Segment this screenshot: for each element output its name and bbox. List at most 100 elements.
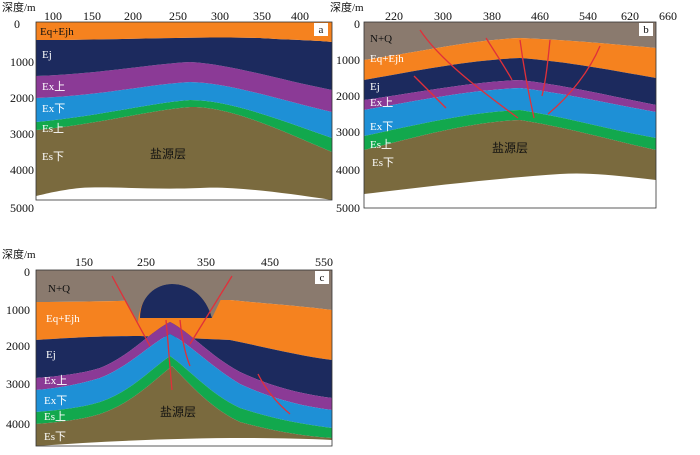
panel-a-xtick: 400 (291, 9, 309, 23)
panel-a-salt-layer (36, 106, 332, 200)
panel-b-xtick: 300 (434, 9, 452, 23)
panel-c-es-layer (36, 356, 332, 438)
panel-c-dome (140, 284, 212, 318)
panel-c-exx-layer (36, 334, 332, 428)
panel-c-dome-nq (112, 276, 232, 322)
panel-b-ytick: 4000 (336, 163, 360, 177)
panel-c-layer-label: Ex下 (44, 395, 67, 407)
panel-c-ytick: 2000 (6, 339, 30, 353)
panel-a-xtick: 250 (169, 9, 187, 23)
panel-a: 深度/m 100 150 200 250 300 350 400 0 1000 … (2, 0, 333, 215)
panel-b-xtick: 380 (483, 9, 501, 23)
panel-a-salt-label: 盐源层 (150, 147, 186, 161)
panel-b-exs-layer (364, 80, 656, 112)
panel-c-layer-label: Ej (46, 349, 56, 361)
panel-a-tag (314, 23, 328, 36)
panel-a-xtick: 200 (124, 9, 142, 23)
panel-b-layer-label: Ej (370, 81, 380, 93)
panel-a-layer-label: Ex上 (42, 80, 65, 93)
panel-c-layer-label: Ex上 (44, 374, 67, 387)
panel-b-layer-label: Eq+Ejh (370, 53, 404, 65)
panel-a-depth-label: 深度/m (2, 0, 36, 14)
panel-b-salt-label: 盐源层 (492, 141, 528, 155)
panel-c-y-ticks: 0 1000 2000 3000 4000 (6, 265, 30, 431)
panel-b-fault (541, 39, 551, 97)
panel-b-xtick: 540 (579, 9, 597, 23)
panel-c-xtick: 350 (197, 255, 215, 269)
panel-a-xtick: 350 (253, 9, 271, 23)
panel-b-fault (485, 37, 513, 81)
panel-a-ex-lower-layer (36, 82, 332, 138)
panel-b-layer-label: N+Q (370, 33, 392, 45)
panel-b-xtick: 620 (621, 9, 639, 23)
panel-a-ej-layer (36, 37, 332, 90)
panel-b-salt-layer (364, 120, 656, 194)
panel-a-ytick: 2000 (10, 91, 34, 105)
panel-c-x-ticks: 150 250 350 450 550 (75, 255, 333, 269)
panel-a-xtick: 100 (44, 9, 62, 23)
panel-b-es-layer (364, 110, 656, 150)
panel-b-layer-label: Ex下 (370, 121, 393, 133)
panel-c-layer-label: Eq+Ejh (46, 313, 80, 325)
panel-c-xtick: 150 (75, 255, 93, 269)
panel-b-xtick: 220 (385, 9, 403, 23)
panel-c-fault (165, 319, 173, 391)
panel-c-fault (111, 275, 151, 347)
panel-a-ex-upper-layer (36, 62, 332, 112)
panel-a-layer-label: Es上 (42, 122, 64, 135)
panel-c-xtick: 550 (315, 255, 333, 269)
panel-c-ej-layer (36, 322, 332, 398)
panel-c-depth-label: 深度/m (2, 247, 36, 261)
panel-c-fault (189, 275, 233, 345)
panel-a-ytick: 0 (14, 17, 20, 31)
panel-a-layer-label: Eq+Ejh (40, 26, 74, 38)
panel-c-salt-label: 盐源层 (160, 405, 196, 419)
panel-b-xtick: 660 (659, 9, 677, 23)
panel-b-exx-layer (364, 88, 656, 138)
panel-b-eq-layer (364, 38, 656, 80)
panel-c-salt-layer (36, 366, 332, 446)
panel-a-y-ticks: 0 1000 2000 3000 4000 5000 (10, 17, 34, 215)
panel-a-es-upper-layer (36, 100, 332, 152)
panel-c-layer-label: Es下 (44, 431, 66, 443)
panel-b-y-ticks: 0 1000 2000 3000 4000 5000 (336, 17, 360, 215)
panel-c-faults (111, 275, 291, 415)
panel-b-x-ticks: 220 300 380 460 540 620 660 (385, 9, 677, 23)
panel-c-frame (35, 269, 333, 447)
panel-a-ytick: 5000 (10, 201, 34, 215)
panel-a-ytick: 1000 (10, 55, 34, 69)
panel-a-layer-label: Ej (42, 49, 52, 61)
panel-b-frame (363, 21, 657, 209)
panel-c-ytick: 4000 (6, 417, 30, 431)
panel-c-ytick: 1000 (6, 303, 30, 317)
panel-b-tag (639, 23, 653, 36)
panel-b-xtick: 460 (531, 9, 549, 23)
panel-b-ytick: 5000 (336, 201, 360, 215)
panel-b-ytick: 1000 (336, 53, 360, 67)
panel-a-tag-label: a (319, 24, 324, 36)
panel-c-fault (179, 319, 191, 367)
panel-b-tag-label: b (643, 24, 649, 36)
panel-a-layer-label: Ex下 (42, 103, 65, 115)
panel-a-ytick: 3000 (10, 127, 34, 141)
panel-b: 深度/m 220 300 380 460 540 620 660 0 1000 … (330, 0, 677, 215)
panel-a-eq-layer (36, 22, 332, 42)
panel-b-fault (413, 75, 447, 109)
panel-a-ytick: 4000 (10, 163, 34, 177)
panel-b-ej-layer (364, 58, 656, 105)
panel-a-layer-label: Es下 (42, 151, 64, 163)
panel-a-xtick: 300 (211, 9, 229, 23)
panel-c-ytick: 3000 (6, 377, 30, 391)
panel-b-ytick: 3000 (336, 125, 360, 139)
panel-c-xtick: 250 (137, 255, 155, 269)
panel-c-xtick: 450 (261, 255, 279, 269)
panel-c-tag (315, 271, 329, 284)
panel-c: 深度/m 150 250 350 450 550 0 1000 2000 300… (2, 247, 333, 447)
panel-b-ytick: 0 (354, 17, 360, 31)
panel-c-layer-label: Es上 (44, 410, 66, 423)
panel-b-nq-layer (364, 22, 656, 60)
panel-a-xtick: 150 (83, 9, 101, 23)
panel-a-x-ticks: 100 150 200 250 300 350 400 (44, 9, 309, 23)
panel-b-ytick: 2000 (336, 89, 360, 103)
